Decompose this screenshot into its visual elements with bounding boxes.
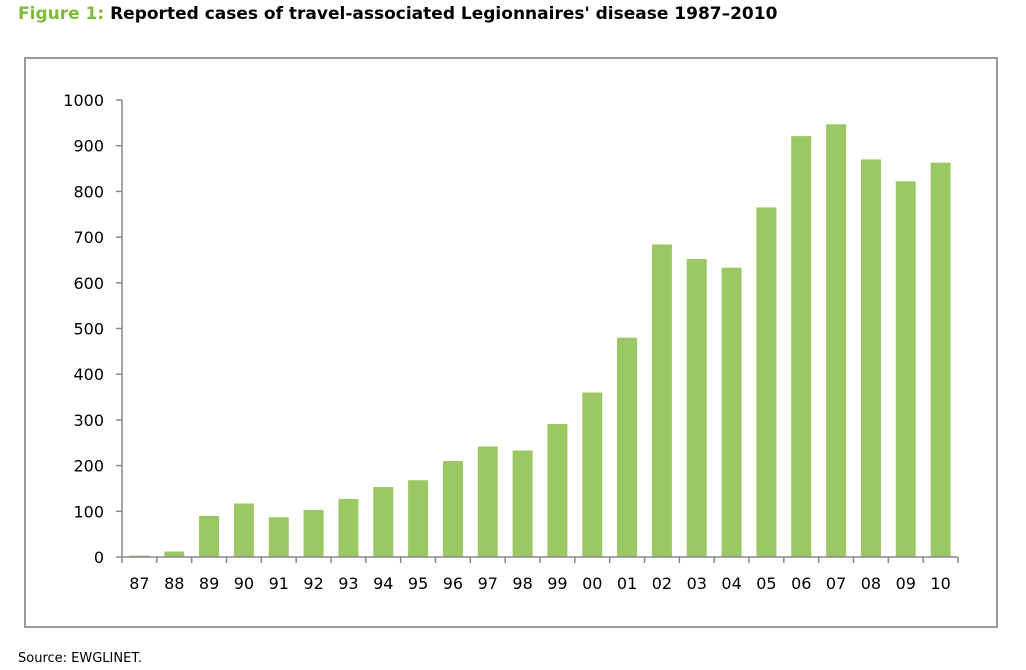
bar (756, 207, 777, 557)
x-tick-label: 93 (338, 574, 358, 593)
x-tick-label: 01 (617, 574, 637, 593)
bar (721, 267, 742, 557)
y-tick-label: 600 (73, 274, 104, 293)
x-tick-label: 88 (164, 574, 184, 593)
x-tick-label: 98 (512, 574, 532, 593)
x-tick-label: 03 (687, 574, 707, 593)
y-tick-labels: 0 100 200 300 400 500 600 700 800 900 1000 (63, 91, 104, 567)
y-tick-label: 100 (73, 502, 104, 521)
x-tick-label: 90 (234, 574, 254, 593)
y-tick-label: 0 (94, 548, 104, 567)
x-tick-marks (121, 557, 959, 563)
bar (442, 461, 463, 557)
x-tick-label: 10 (930, 574, 950, 593)
x-tick-label: 08 (861, 574, 881, 593)
bar (512, 450, 533, 557)
x-tick-label: 95 (408, 574, 428, 593)
bar (582, 392, 603, 557)
bar (268, 517, 289, 557)
x-tick-label: 09 (896, 574, 916, 593)
y-tick-label: 500 (73, 320, 104, 339)
source-note: Source: EWGLINET. (18, 651, 142, 666)
x-tick-label: 07 (826, 574, 846, 593)
x-tick-label: 02 (652, 574, 672, 593)
y-tick-label: 700 (73, 228, 104, 247)
bar (199, 515, 220, 557)
x-tick-label: 94 (373, 574, 393, 593)
bar (791, 136, 812, 557)
bar (373, 487, 394, 557)
x-tick-label: 89 (199, 574, 219, 593)
x-tick-label: 06 (791, 574, 811, 593)
bar (164, 551, 185, 557)
bar (303, 509, 324, 557)
y-tick-label: 200 (73, 457, 104, 476)
bar (233, 503, 254, 557)
x-tick-labels: 87 88 89 90 91 92 93 94 95 96 97 98 99 00 01 02 03 04 05 06… (129, 574, 951, 593)
bar (686, 259, 707, 557)
bar (930, 162, 951, 557)
bar (895, 181, 916, 557)
bar (338, 498, 359, 557)
x-tick-label: 92 (303, 574, 323, 593)
bars (129, 124, 951, 558)
y-tick-label: 1000 (63, 91, 104, 110)
bar (651, 244, 672, 558)
y-tick-marks (116, 99, 122, 558)
figure-label: Figure 1: (18, 4, 105, 24)
x-tick-label: 87 (129, 574, 149, 593)
x-tick-label: 99 (547, 574, 567, 593)
x-tick-label: 05 (756, 574, 776, 593)
bar (408, 480, 429, 557)
bar (860, 159, 881, 557)
x-tick-label: 97 (478, 574, 498, 593)
bar (547, 424, 568, 557)
y-tick-label: 800 (73, 182, 104, 201)
figure-title-text: Reported cases of travel-associated Legi… (110, 4, 778, 24)
y-tick-label: 900 (73, 137, 104, 156)
x-tick-label: 96 (443, 574, 463, 593)
bar (826, 124, 847, 557)
bar (617, 337, 638, 557)
bar (477, 446, 498, 557)
y-tick-label: 300 (73, 411, 104, 430)
x-tick-label: 91 (269, 574, 289, 593)
figure-title: Figure 1: Reported cases of travel-assoc… (18, 4, 777, 24)
chart-frame (24, 57, 998, 628)
x-tick-label: 04 (721, 574, 741, 593)
x-tick-label: 00 (582, 574, 602, 593)
y-tick-label: 400 (73, 365, 104, 384)
